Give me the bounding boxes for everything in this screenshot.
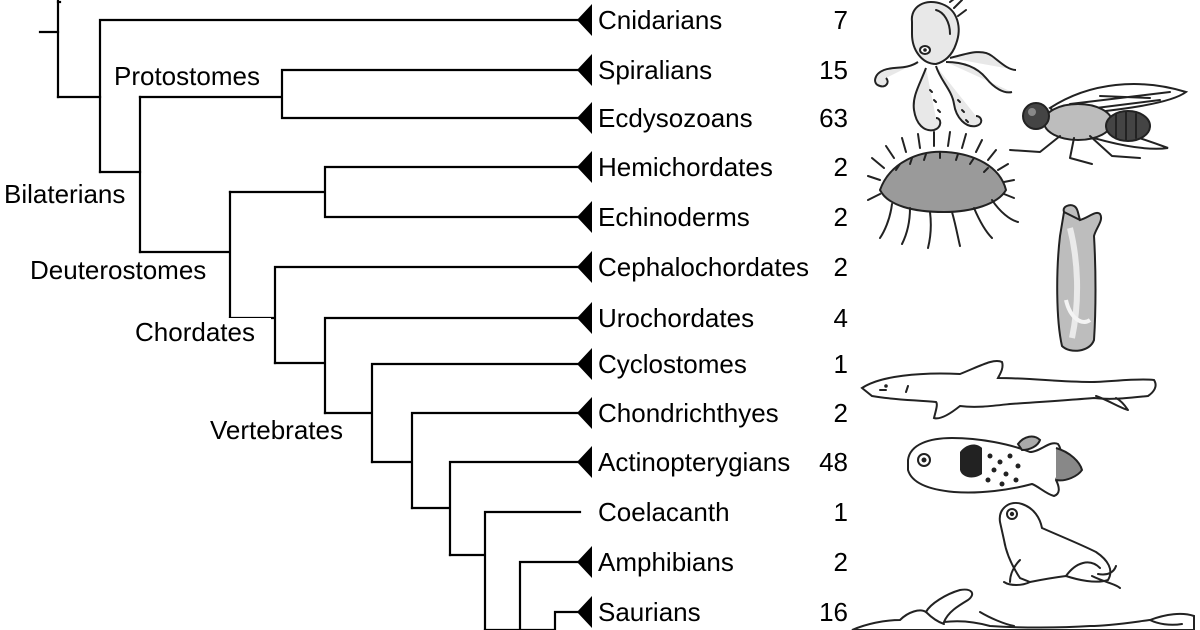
wedge-cnidarians <box>577 4 592 36</box>
taxon-count: 2 <box>834 398 848 428</box>
wedge-amphibians <box>577 546 592 578</box>
clade-labels: Protostomes Bilaterians Deuterostomes Ch… <box>2 61 360 445</box>
wedge-chondrichthyes <box>577 397 592 429</box>
taxon-count: 63 <box>819 103 848 133</box>
branch-olfactores <box>273 316 582 415</box>
wedge-spiralians <box>577 54 592 86</box>
clade-wedges <box>577 4 592 628</box>
taxon-count: 2 <box>834 252 848 282</box>
taxon-label: Cephalochordates <box>598 252 809 282</box>
taxon-label: Chondrichthyes <box>598 398 779 428</box>
taxon-label: Urochordates <box>598 303 754 333</box>
branch-osteichthyes <box>410 460 582 557</box>
sea-star-icon <box>867 131 1019 249</box>
branch-tetrapods <box>483 560 582 630</box>
taxon-label: Spiralians <box>598 55 712 85</box>
octopus-icon <box>874 0 1017 132</box>
human-icon <box>851 588 1195 630</box>
taxon-label: Ecdysozoans <box>598 103 753 133</box>
taxon-label: Actinopterygians <box>598 447 790 477</box>
taxon-label: Cnidarians <box>598 5 722 35</box>
fly-icon <box>1009 83 1189 165</box>
branch-amniotes <box>518 610 582 630</box>
clade-label-protostomes: Protostomes <box>114 61 260 91</box>
tunicate-icon <box>1056 204 1103 352</box>
wedge-cephalochordates <box>577 251 592 283</box>
branch-ambulacraria <box>228 165 582 219</box>
taxon-count: 4 <box>834 303 848 333</box>
branch-sarcopterygians <box>448 510 582 630</box>
wedge-saurians <box>577 596 592 628</box>
wedge-urochordates <box>577 302 592 334</box>
clade-label-chordates: Chordates <box>135 317 255 347</box>
frog-icon <box>998 502 1121 589</box>
shark-icon <box>860 360 1157 420</box>
wedge-echinoderms <box>577 201 592 233</box>
branch-chordates <box>228 265 582 365</box>
clade-label-vertebrates: Vertebrates <box>210 415 343 445</box>
taxon-label: Echinoderms <box>598 202 750 232</box>
branch-protostomes <box>138 68 582 120</box>
taxon-count: 2 <box>834 202 848 232</box>
taxon-count: 7 <box>834 5 848 35</box>
branch-gnathostomes <box>370 411 582 510</box>
clade-label-bilaterians: Bilaterians <box>4 179 125 209</box>
taxon-count: 15 <box>819 55 848 85</box>
taxon-count: 2 <box>834 547 848 577</box>
taxon-label: Amphibians <box>598 547 734 577</box>
branch-deuterostomes <box>138 190 232 320</box>
taxon-label: Cyclostomes <box>598 349 747 379</box>
branch-cnidarians <box>98 18 582 174</box>
taxon-count: 2 <box>834 152 848 182</box>
taxon-label: Saurians <box>598 597 701 627</box>
wedge-actinopterygians <box>577 446 592 478</box>
wedge-cyclostomes <box>577 348 592 380</box>
taxon-count: 1 <box>834 497 848 527</box>
taxon-labels: Cnidarians Spiralians Ecdysozoans Hemich… <box>598 5 809 627</box>
wedge-ecdysozoans <box>577 102 592 134</box>
pufferfish-icon <box>907 435 1084 498</box>
taxon-count: 1 <box>834 349 848 379</box>
illustrations <box>851 0 1195 630</box>
branch-vertebrates <box>323 362 582 464</box>
taxon-counts: 7 15 63 2 2 2 4 1 2 48 1 2 16 <box>819 5 848 627</box>
taxon-label: Hemichordates <box>598 152 773 182</box>
wedge-hemichordates <box>577 151 592 183</box>
taxon-label: Coelacanth <box>598 497 730 527</box>
taxon-count: 16 <box>819 597 848 627</box>
clade-label-deuterostomes: Deuterostomes <box>30 255 206 285</box>
tree-branches <box>38 0 582 630</box>
taxon-count: 48 <box>819 447 848 477</box>
